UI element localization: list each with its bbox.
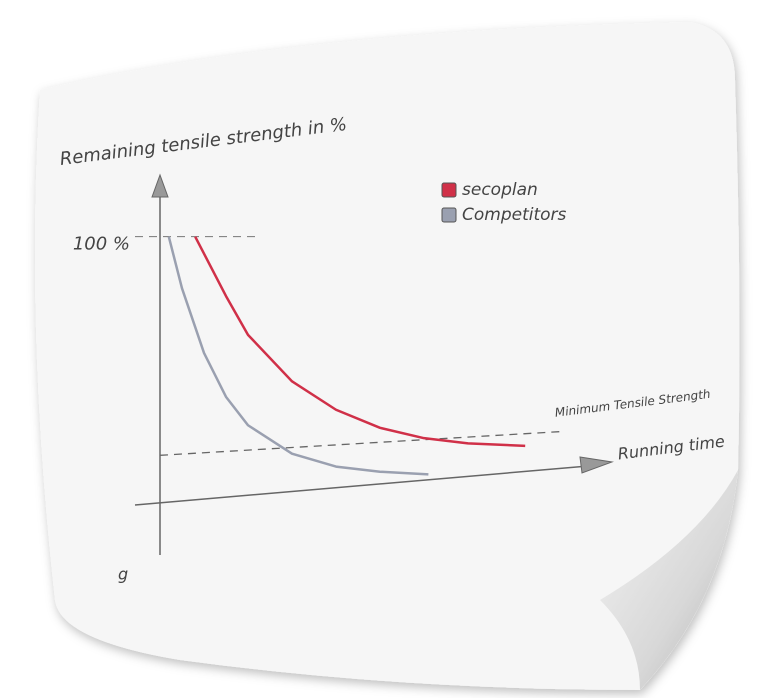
paper xyxy=(35,22,740,690)
line xyxy=(194,236,526,448)
legend-label: Competitors xyxy=(462,205,567,225)
threshold-line xyxy=(159,430,566,456)
legend-swatch xyxy=(441,207,457,223)
legend-swatch xyxy=(441,182,457,198)
x-axis xyxy=(134,464,601,506)
y-tick-label: 100 % xyxy=(73,234,130,255)
edge-text: g xyxy=(118,565,128,584)
y-axis-arrow xyxy=(151,173,169,198)
paper-curl xyxy=(600,470,738,690)
legend-label: secoplan xyxy=(462,180,538,200)
x-axis-arrow xyxy=(579,456,614,474)
line xyxy=(167,236,429,476)
